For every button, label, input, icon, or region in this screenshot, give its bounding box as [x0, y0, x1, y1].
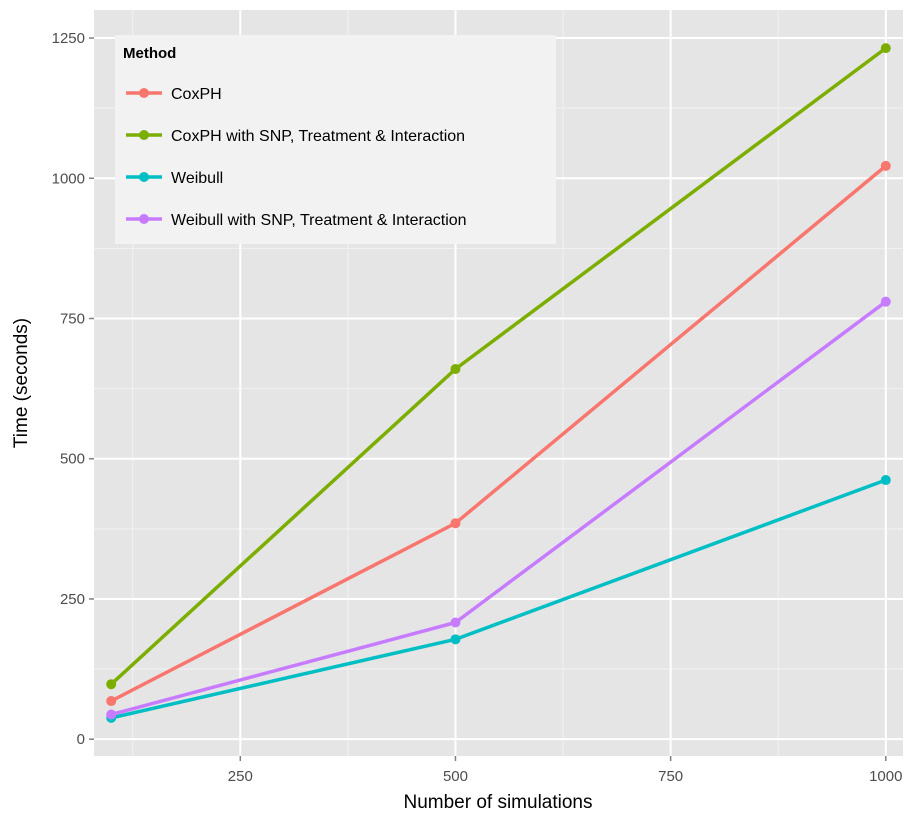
y-tick-label: 1000 — [52, 170, 85, 187]
y-tick-label: 500 — [60, 451, 85, 468]
x-tick-label: 500 — [443, 768, 468, 785]
x-tick-label: 250 — [228, 768, 253, 785]
legend-item: Weibull — [126, 170, 223, 187]
legend-items: CoxPH CoxPH with SNP, Treatment & Interac… — [126, 86, 467, 229]
data-point — [450, 634, 461, 645]
legend-item: CoxPH with SNP, Treatment & Interaction — [126, 128, 465, 145]
data-point — [106, 709, 117, 720]
data-point — [880, 43, 891, 54]
series-3 — [106, 296, 891, 720]
y-tick-label: 0 — [77, 731, 85, 748]
x-axis-title: Number of simulations — [403, 792, 592, 813]
legend-key-point — [139, 172, 149, 182]
legend-item: CoxPH — [126, 86, 222, 103]
legend-box — [115, 35, 556, 244]
data-point — [880, 475, 891, 486]
x-axis: 250 500 750 1000 — [228, 756, 902, 785]
legend-label: CoxPH with SNP, Treatment & Interaction — [171, 128, 465, 145]
series-2 — [106, 475, 891, 723]
legend-key-point — [139, 214, 149, 224]
legend-label: Weibull — [171, 170, 223, 187]
y-tick-label: 250 — [60, 591, 85, 608]
data-point — [106, 696, 117, 707]
series-layer — [106, 43, 891, 723]
data-point — [880, 160, 891, 171]
legend-item: Weibull with SNP, Treatment & Interactio… — [126, 212, 467, 229]
y-axis: 0 250 500 750 1000 1250 — [52, 30, 94, 748]
data-point — [880, 296, 891, 307]
data-point — [450, 363, 461, 374]
legend-title: Method — [123, 45, 176, 62]
legend-label: Weibull with SNP, Treatment & Interactio… — [171, 212, 467, 229]
series-1 — [106, 43, 891, 690]
legend-key-point — [139, 88, 149, 98]
data-point — [106, 679, 117, 690]
x-tick-label: 750 — [658, 768, 683, 785]
legend-key-point — [139, 130, 149, 140]
y-axis-title: Time (seconds) — [11, 318, 32, 448]
data-point — [450, 518, 461, 529]
x-tick-label: 1000 — [869, 768, 902, 785]
legend: Method CoxPH CoxPH with SNP, Treatment & … — [115, 35, 556, 244]
legend-label: CoxPH — [171, 86, 222, 103]
data-point — [450, 617, 461, 628]
series-0 — [106, 160, 891, 707]
y-tick-label: 1250 — [52, 30, 85, 47]
y-tick-label: 750 — [60, 310, 85, 327]
